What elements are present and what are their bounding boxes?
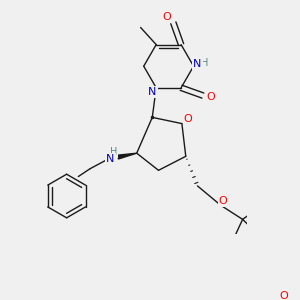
Text: N: N (193, 59, 202, 69)
Text: O: O (206, 92, 215, 102)
Polygon shape (118, 153, 137, 159)
Text: H: H (201, 58, 208, 68)
Text: O: O (280, 291, 288, 300)
Text: O: O (163, 12, 172, 22)
Text: N: N (106, 154, 114, 164)
Text: H: H (110, 147, 117, 158)
Text: N: N (148, 87, 157, 97)
Text: O: O (219, 196, 227, 206)
Text: O: O (184, 114, 193, 124)
